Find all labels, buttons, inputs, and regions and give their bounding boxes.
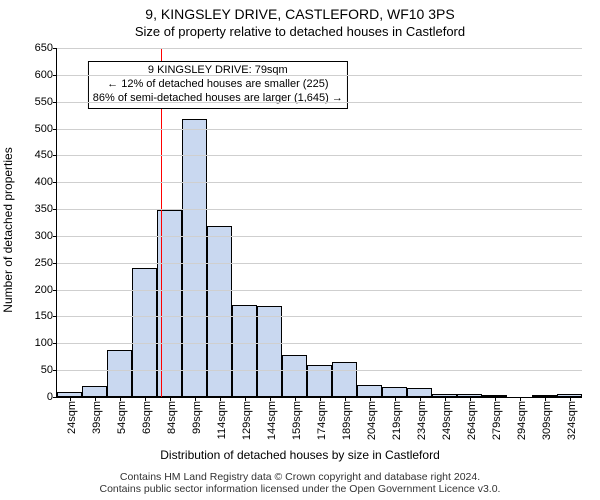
gridline [57, 209, 582, 210]
plot-area: 9 KINGSLEY DRIVE: 79sqm ← 12% of detache… [56, 48, 582, 398]
histogram-bar [82, 386, 107, 397]
x-tick-label: 204sqm [366, 401, 378, 440]
y-tick-label: 250 [35, 257, 53, 269]
y-tick-label: 450 [35, 149, 53, 161]
x-tick-label: 324sqm [566, 401, 578, 440]
footnote: Contains HM Land Registry data © Crown c… [0, 471, 600, 496]
gridline [57, 236, 582, 237]
gridline [57, 48, 582, 49]
y-tick [53, 263, 57, 264]
histogram-bar [282, 355, 307, 397]
histogram-bar [232, 305, 257, 397]
x-tick-label: 54sqm [116, 401, 128, 434]
annotation-line1: 9 KINGSLEY DRIVE: 79sqm [93, 64, 343, 78]
y-tick-label: 350 [35, 203, 53, 215]
histogram-bar [182, 119, 207, 397]
y-tick-label: 200 [35, 284, 53, 296]
x-tick-label: 189sqm [341, 401, 353, 440]
x-tick-label: 99sqm [191, 401, 203, 434]
y-tick [53, 316, 57, 317]
y-tick-label: 600 [35, 69, 53, 81]
x-tick-label: 144sqm [266, 401, 278, 440]
x-tick-label: 129sqm [241, 401, 253, 440]
footnote-line1: Contains HM Land Registry data © Crown c… [0, 471, 600, 484]
gridline [57, 102, 582, 103]
gridline [57, 263, 582, 264]
y-tick [53, 290, 57, 291]
histogram-bar [332, 362, 357, 397]
y-tick [53, 102, 57, 103]
y-tick [53, 129, 57, 130]
y-tick-label: 300 [35, 230, 53, 242]
histogram-bar [357, 385, 382, 397]
x-tick-label: 309sqm [541, 401, 553, 440]
x-tick-label: 249sqm [441, 401, 453, 440]
title-address: 9, KINGSLEY DRIVE, CASTLEFORD, WF10 3PS [0, 6, 600, 22]
annotation-line3: 86% of semi-detached houses are larger (… [93, 92, 343, 106]
x-tick-label: 174sqm [316, 401, 328, 440]
x-tick-label: 114sqm [216, 401, 228, 439]
gridline [57, 182, 582, 183]
y-tick [53, 48, 57, 49]
gridline [57, 343, 582, 344]
gridline [57, 155, 582, 156]
x-tick-label: 159sqm [291, 401, 303, 440]
histogram-bar [207, 226, 232, 397]
x-tick-label: 69sqm [141, 401, 153, 434]
title-subtitle: Size of property relative to detached ho… [0, 24, 600, 39]
y-tick-label: 650 [35, 42, 53, 54]
y-tick [53, 155, 57, 156]
x-tick-label: 279sqm [491, 401, 503, 440]
histogram-bar [382, 387, 407, 397]
y-tick-label: 50 [41, 364, 53, 376]
x-axis-label: Distribution of detached houses by size … [0, 448, 600, 462]
y-tick [53, 209, 57, 210]
x-tick-label: 84sqm [166, 401, 178, 434]
x-tick-label: 294sqm [516, 401, 528, 440]
y-tick-label: 150 [35, 310, 53, 322]
gridline [57, 370, 582, 371]
histogram-bar [407, 388, 432, 397]
gridline [57, 129, 582, 130]
footnote-line2: Contains public sector information licen… [0, 483, 600, 496]
y-tick-label: 100 [35, 337, 53, 349]
x-tick-label: 219sqm [391, 401, 403, 440]
y-tick-label: 500 [35, 123, 53, 135]
histogram-bar [107, 350, 132, 397]
gridline [57, 75, 582, 76]
y-tick [53, 397, 57, 398]
y-tick-label: 400 [35, 176, 53, 188]
annotation-line2: ← 12% of detached houses are smaller (22… [93, 78, 343, 92]
y-tick [53, 343, 57, 344]
y-tick-label: 550 [35, 96, 53, 108]
histogram-bar [257, 306, 282, 397]
histogram-bar [132, 268, 157, 397]
y-tick [53, 182, 57, 183]
y-tick [53, 370, 57, 371]
x-tick-label: 264sqm [466, 401, 478, 440]
gridline [57, 316, 582, 317]
y-tick [53, 236, 57, 237]
x-tick-label: 39sqm [91, 401, 103, 434]
x-tick-label: 234sqm [416, 401, 428, 440]
y-axis-label: Number of detached properties [1, 147, 15, 312]
x-tick-label: 24sqm [66, 401, 78, 434]
gridline [57, 290, 582, 291]
y-tick [53, 75, 57, 76]
y-tick-label: 0 [47, 391, 53, 403]
